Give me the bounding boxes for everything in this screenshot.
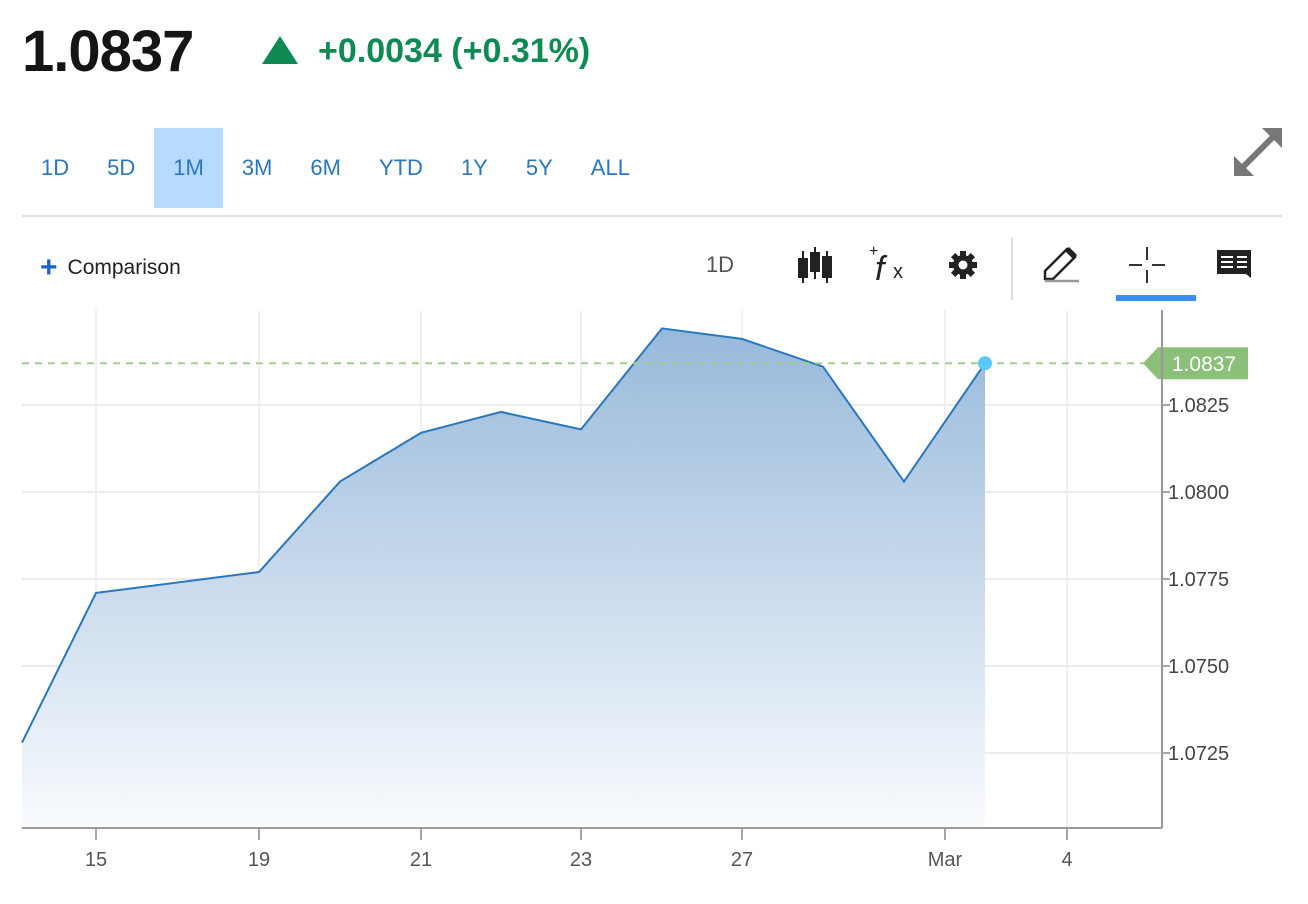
comparison-label: Comparison (67, 256, 181, 279)
x-tick-label: 21 (410, 849, 432, 871)
y-tick-label: 1.0775 (1168, 569, 1229, 591)
range-selector: 1D 5D 1M 3M 6M YTD 1Y 5Y ALL (22, 128, 649, 208)
y-tick-label: 1.0750 (1168, 656, 1229, 678)
range-1y[interactable]: 1Y (460, 155, 488, 180)
expand-icon[interactable] (1232, 126, 1284, 183)
divider (22, 215, 1282, 217)
range-5y[interactable]: 5Y (525, 155, 553, 180)
comparison-button[interactable]: + Comparison (40, 251, 181, 284)
x-tick-label: 15 (85, 849, 107, 871)
svg-text:+: + (869, 243, 878, 260)
range-ytd[interactable]: YTD (378, 155, 423, 180)
x-tick-label: Mar (928, 849, 963, 871)
y-tick-label: 1.0825 (1168, 395, 1229, 417)
range-6m[interactable]: 6M (310, 155, 341, 180)
function-icon[interactable]: + f x (862, 240, 912, 290)
series-line (21, 327, 986, 744)
comment-icon[interactable] (1212, 240, 1256, 290)
crosshair-icon[interactable] (1124, 240, 1170, 290)
active-tool-indicator (1116, 295, 1196, 301)
plus-icon: + (40, 251, 58, 284)
range-1d[interactable]: 1D (41, 155, 70, 180)
x-tick-label: 19 (248, 849, 270, 871)
range-all[interactable]: ALL (590, 155, 630, 180)
triangle-up-icon (262, 36, 298, 64)
pencil-icon[interactable] (1036, 240, 1086, 290)
last-point-marker (978, 356, 992, 371)
last-price: 1.0837 (22, 19, 194, 84)
last-value-label: 1.0837 (1172, 353, 1236, 376)
gear-icon[interactable] (940, 240, 986, 290)
svg-text:x: x (893, 261, 903, 283)
last-value-badge (1143, 347, 1248, 380)
interval-button[interactable]: 1D (705, 252, 735, 277)
y-tick-label: 1.0800 (1168, 482, 1229, 504)
area-fill (22, 328, 985, 828)
range-3m[interactable]: 3M (241, 155, 273, 180)
x-tick-label: 4 (1061, 849, 1072, 871)
toolbar-separator (1011, 238, 1013, 300)
range-1m[interactable]: 1M (154, 128, 223, 208)
x-tick-label: 27 (731, 849, 753, 871)
y-tick-label: 1.0725 (1168, 743, 1229, 765)
price-change: +0.0034 (+0.31%) (318, 32, 591, 70)
candlestick-icon[interactable] (790, 240, 840, 290)
x-tick-label: 23 (570, 849, 592, 871)
range-5d[interactable]: 5D (107, 155, 136, 180)
